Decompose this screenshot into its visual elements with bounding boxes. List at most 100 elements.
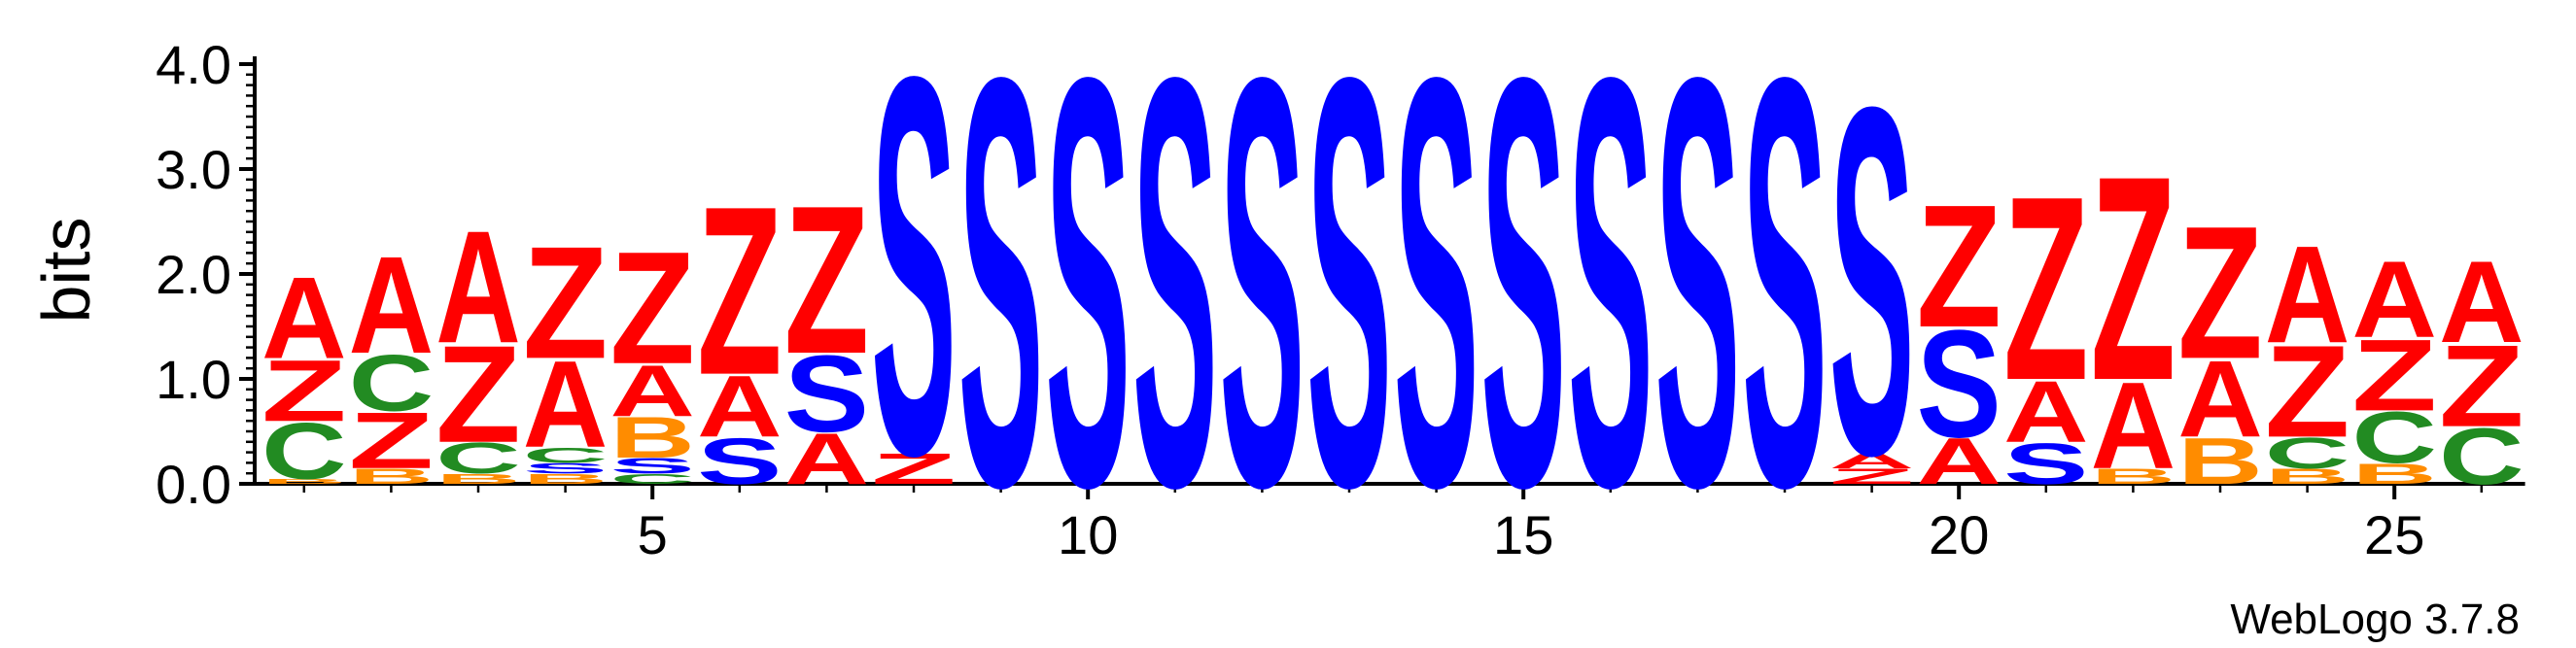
logo-column-26: CZA — [2439, 237, 2524, 501]
logo-letter-Z: Z — [2351, 318, 2437, 432]
logo-letter-S: S — [958, 0, 1044, 608]
logo-column-6: SAZ — [697, 156, 783, 498]
logo-letter-B: B — [609, 405, 695, 470]
logo-letter-A: A — [2003, 362, 2089, 460]
y-tick-label: 1.0 — [156, 349, 231, 410]
logo-letter-B: B — [523, 471, 609, 488]
logo-letter-Z: Z — [2091, 115, 2176, 441]
logo-column-8: ZS — [871, 0, 957, 567]
logo-column-13: S — [1306, 0, 1392, 608]
logo-letter-S: S — [1568, 0, 1654, 608]
y-tick-label: 2.0 — [156, 244, 231, 305]
logo-letter-C: C — [609, 471, 695, 488]
logo-letter-A: A — [2177, 337, 2263, 460]
logo-column-18: S — [1742, 0, 1828, 608]
logo-letter-B: B — [2351, 458, 2437, 491]
logo-letter-B: B — [435, 471, 521, 488]
logo-letter-Z: Z — [523, 213, 609, 392]
logo-letter-A: A — [261, 253, 347, 383]
logo-letter-C: C — [2265, 428, 2350, 477]
logo-letter-Z: Z — [1829, 464, 1915, 489]
logo-letter-B: B — [349, 464, 435, 489]
logo-letter-S: S — [1655, 0, 1741, 608]
logo-letter-B: B — [261, 477, 347, 485]
logo-letter-B: B — [2177, 425, 2263, 498]
logo-letter-Z: Z — [2003, 141, 2089, 434]
logo-letter-A: A — [523, 335, 609, 473]
logo-column-9: S — [958, 0, 1044, 608]
x-tick-label: 20 — [1929, 504, 1989, 565]
logo-column-19: ZAS — [1829, 4, 1915, 558]
logo-letter-C: C — [261, 406, 347, 495]
logo-column-10: S — [1045, 0, 1131, 608]
logo-letter-S: S — [1394, 0, 1479, 608]
logo-letter-S: S — [784, 332, 870, 455]
logo-letter-A: A — [1916, 425, 2002, 498]
logo-column-23: BAZ — [2177, 188, 2263, 498]
logo-letter-C: C — [523, 443, 609, 467]
logo-letter-C: C — [435, 434, 521, 483]
logo-letter-Z: Z — [2439, 322, 2524, 452]
logo-letter-Z: Z — [871, 444, 957, 493]
logo-letter-A: A — [2351, 238, 2437, 360]
x-tick-label: 10 — [1058, 504, 1118, 565]
logo-letter-S: S — [1132, 0, 1218, 608]
logo-column-17: S — [1655, 0, 1741, 608]
logo-column-15: S — [1480, 0, 1566, 608]
logo-letter-B: B — [2091, 464, 2176, 489]
logo-letter-S: S — [1916, 298, 2002, 469]
x-axis: 5 10 15 20 25 — [255, 482, 2525, 565]
logo-letter-Z: Z — [1916, 170, 2002, 364]
logo-column-7: ASZ — [784, 162, 870, 499]
logo-letter-A: A — [1829, 449, 1915, 473]
logo-column-11: S — [1132, 0, 1218, 608]
logo-column-12: S — [1220, 0, 1305, 608]
logo-column-16: S — [1568, 0, 1654, 608]
logo-column-20: ASZ — [1916, 170, 2002, 498]
y-axis: 0.0 1.0 2.0 3.0 4.0 — [156, 34, 257, 515]
logo-letter-A: A — [697, 358, 783, 456]
logo-letter-S: S — [1742, 0, 1828, 608]
logo-letter-Z: Z — [435, 318, 521, 472]
weblogo-credit: WebLogo 3.7.8 — [2230, 596, 2520, 643]
logo-letter-A: A — [2265, 218, 2350, 372]
logo-letter-Z: Z — [697, 156, 783, 426]
logo-letter-S: S — [697, 425, 783, 498]
logo-letter-A: A — [784, 419, 870, 499]
logo-letter-C: C — [2439, 411, 2524, 500]
logo-letter-Z: Z — [261, 343, 347, 440]
x-tick-label: 5 — [638, 504, 668, 565]
logo-letter-Z: Z — [609, 218, 695, 397]
logo-letter-Z: Z — [784, 162, 870, 398]
logo-letter-S: S — [871, 0, 957, 567]
logo-letter-S: S — [1045, 0, 1131, 608]
logo-letter-A: A — [2439, 237, 2524, 367]
logo-letter-A: A — [2091, 357, 2176, 495]
logo-letter-Z: Z — [2177, 188, 2263, 399]
logo-column-14: S — [1394, 0, 1479, 608]
logo-letter-S: S — [1829, 4, 1915, 558]
logo-letter-B: B — [2265, 464, 2350, 489]
x-tick-label: 15 — [1493, 504, 1553, 565]
logo-letter-S: S — [1480, 0, 1566, 608]
logo-letter-S: S — [609, 454, 695, 478]
y-tick-label: 3.0 — [156, 139, 231, 200]
logo-letter-S: S — [1306, 0, 1392, 608]
logo-letter-C: C — [349, 338, 435, 427]
y-axis-label: bits — [28, 218, 104, 324]
logo-letter-A: A — [349, 228, 435, 383]
y-tick-label: 0.0 — [156, 454, 231, 515]
logo-letter-A: A — [609, 351, 695, 431]
logo-letter-Z: Z — [2265, 318, 2350, 464]
logo-letter-C: C — [2351, 397, 2437, 478]
logo-letter-S: S — [1220, 0, 1305, 608]
